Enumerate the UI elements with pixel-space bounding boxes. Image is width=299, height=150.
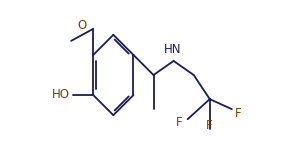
Text: HO: HO	[52, 88, 70, 101]
Text: F: F	[176, 116, 183, 129]
Text: F: F	[235, 107, 242, 120]
Text: O: O	[77, 19, 86, 32]
Text: HN: HN	[164, 43, 181, 56]
Text: F: F	[205, 119, 212, 132]
